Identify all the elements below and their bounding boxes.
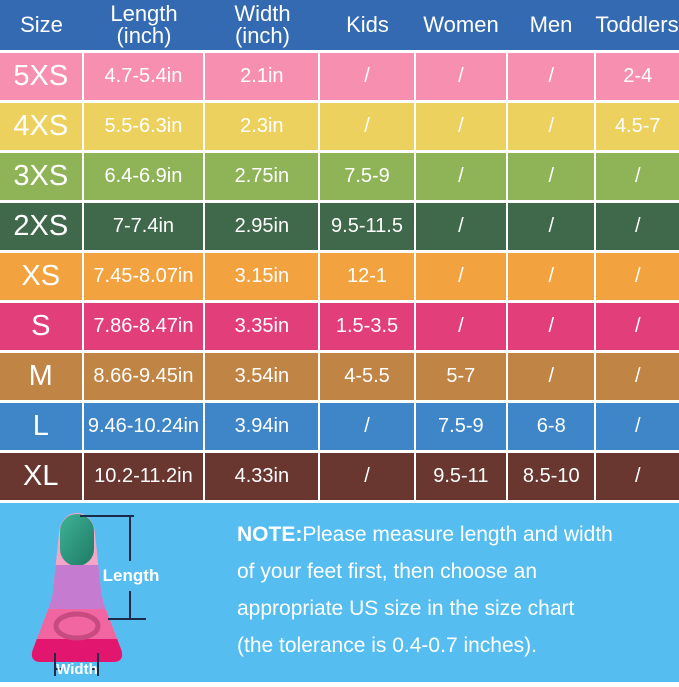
cell-women: / (415, 203, 507, 250)
column-header-length-unit: (inch) (116, 23, 172, 48)
cell-size: 3XS (0, 153, 82, 200)
cell-width: 3.15in (205, 253, 319, 300)
column-header-width-unit: (inch) (234, 23, 290, 48)
cell-kids: 1.5-3.5 (320, 303, 414, 350)
column-header-width: Width (inch) (205, 3, 320, 47)
cell-size: 5XS (0, 53, 82, 100)
cell-width: 2.1in (205, 53, 319, 100)
column-header-length: Length (inch) (83, 3, 205, 47)
column-header-women: Women (423, 12, 499, 37)
length-measurement-lines (80, 515, 146, 620)
cell-width: 2.75in (205, 153, 319, 200)
cell-width: 3.54in (205, 353, 319, 400)
cell-kids: 12-1 (320, 253, 414, 300)
cell-toddlers: 2-4 (596, 53, 679, 100)
cell-kids: / (320, 403, 414, 450)
cell-men: / (508, 53, 595, 100)
cell-toddlers: / (596, 403, 679, 450)
table-row-s: S 7.86-8.47in 3.35in 1.5-3.5 / / / (0, 303, 679, 350)
width-label: Width (56, 661, 98, 678)
cell-size: M (0, 353, 82, 400)
table-row-4xs: 4XS 5.5-6.3in 2.3in / / / 4.5-7 (0, 103, 679, 150)
cell-men: / (508, 153, 595, 200)
cell-length: 10.2-11.2in (83, 453, 204, 500)
cell-length: 9.46-10.24in (83, 403, 204, 450)
cell-size: XS (0, 253, 82, 300)
cell-men: / (508, 253, 595, 300)
cell-length: 7.45-8.07in (83, 253, 204, 300)
table-row-3xs: 3XS 6.4-6.9in 2.75in 7.5-9 / / / (0, 153, 679, 200)
table-row-5xs: 5XS 4.7-5.4in 2.1in / / / 2-4 (0, 53, 679, 100)
cell-men: 8.5-10 (508, 453, 595, 500)
cell-kids: / (320, 53, 414, 100)
cell-men: 6-8 (508, 403, 595, 450)
cell-toddlers: / (596, 353, 679, 400)
note-bold-prefix: NOTE: (237, 523, 303, 546)
foot-opening (53, 611, 101, 641)
cell-men: / (508, 353, 595, 400)
column-header-size: Size (20, 12, 63, 37)
column-header-kids: Kids (346, 12, 389, 37)
cell-women: / (415, 53, 507, 100)
note-section: Length Width NOTE:Please measure length … (0, 503, 679, 682)
cell-kids: / (320, 453, 414, 500)
table-row-xs: XS 7.45-8.07in 3.15in 12-1 / / / (0, 253, 679, 300)
cell-width: 2.95in (205, 203, 319, 250)
table-row-xl: XL 10.2-11.2in 4.33in / 9.5-11 8.5-10 / (0, 453, 679, 500)
cell-toddlers: / (596, 253, 679, 300)
cell-women: 9.5-11 (415, 453, 507, 500)
cell-length: 7.86-8.47in (83, 303, 204, 350)
cell-width: 4.33in (205, 453, 319, 500)
cell-women: / (415, 253, 507, 300)
cell-length: 8.66-9.45in (83, 353, 204, 400)
cell-women: / (415, 153, 507, 200)
cell-women: / (415, 103, 507, 150)
cell-length: 4.7-5.4in (83, 53, 204, 100)
cell-women: / (415, 303, 507, 350)
cell-men: / (508, 303, 595, 350)
cell-size: XL (0, 453, 82, 500)
size-chart-table: Size Length (inch) Width (inch) Kids Women… (0, 0, 679, 500)
cell-width: 3.94in (205, 403, 319, 450)
note-text: NOTE:Please measure length and width of … (225, 503, 679, 664)
cell-length: 7-7.4in (83, 203, 204, 250)
cell-women: 7.5-9 (415, 403, 507, 450)
cell-toddlers: 4.5-7 (596, 103, 679, 150)
length-label: Length (103, 566, 160, 585)
fin-illustration: Length Width (0, 503, 225, 682)
cell-size: 2XS (0, 203, 82, 250)
table-body: 5XS 4.7-5.4in 2.1in / / / 2-4 4XS 5.5-6.… (0, 53, 679, 500)
column-header-toddlers: Toddlers (595, 12, 679, 37)
cell-kids: 9.5-11.5 (320, 203, 414, 250)
cell-men: / (508, 203, 595, 250)
note-line-4: (the tolerance is 0.4-0.7 inches). (237, 634, 537, 657)
table-row-l: L 9.46-10.24in 3.94in / 7.5-9 6-8 / (0, 403, 679, 450)
note-line-3: appropriate US size in the size chart (237, 597, 575, 620)
cell-length: 6.4-6.9in (83, 153, 204, 200)
cell-toddlers: / (596, 153, 679, 200)
cell-size: S (0, 303, 82, 350)
cell-width: 2.3in (205, 103, 319, 150)
note-line-1: NOTE:Please measure length and width (237, 523, 613, 546)
cell-toddlers: / (596, 303, 679, 350)
cell-length: 5.5-6.3in (83, 103, 204, 150)
cell-men: / (508, 103, 595, 150)
table-header-row: Size Length (inch) Width (inch) Kids Women… (0, 0, 679, 50)
note-line-2: of your feet first, then choose an (237, 560, 538, 583)
width-measurement-lines (54, 653, 99, 676)
cell-size: L (0, 403, 82, 450)
swim-fin-diagram: Length Width (31, 513, 160, 678)
cell-size: 4XS (0, 103, 82, 150)
table-row-2xs: 2XS 7-7.4in 2.95in 9.5-11.5 / / / (0, 203, 679, 250)
cell-width: 3.35in (205, 303, 319, 350)
cell-toddlers: / (596, 203, 679, 250)
cell-kids: / (320, 103, 414, 150)
cell-kids: 7.5-9 (320, 153, 414, 200)
column-header-men: Men (529, 12, 573, 37)
cell-kids: 4-5.5 (320, 353, 414, 400)
table-row-m: M 8.66-9.45in 3.54in 4-5.5 5-7 / / (0, 353, 679, 400)
cell-women: 5-7 (415, 353, 507, 400)
fin-tip (60, 514, 94, 566)
cell-toddlers: / (596, 453, 679, 500)
